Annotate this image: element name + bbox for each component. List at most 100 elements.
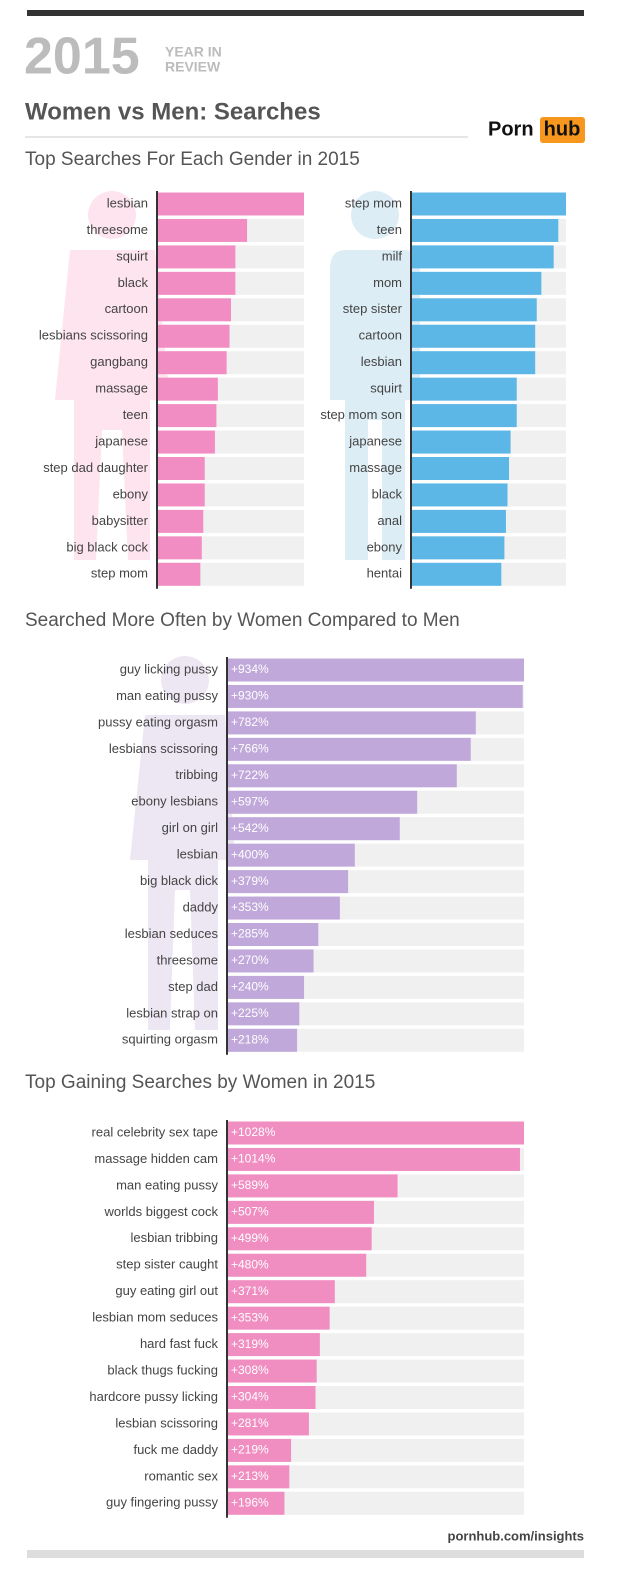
female-silhouette — [130, 656, 235, 1030]
category-label: threesome — [157, 952, 218, 967]
category-label: squirt — [116, 248, 148, 263]
bar — [412, 536, 505, 560]
bar — [228, 764, 457, 788]
category-label: lesbian tribbing — [131, 1230, 218, 1245]
bar — [228, 1028, 298, 1052]
category-label: worlds biggest cock — [104, 1204, 219, 1219]
category-label: mom — [373, 275, 402, 290]
value-label: +196% — [231, 1495, 269, 1509]
bar — [412, 298, 537, 322]
category-label: ebony — [113, 486, 149, 501]
bar — [158, 192, 304, 216]
badge: YEAR IN — [165, 44, 222, 60]
category-label: massage — [95, 381, 148, 396]
footer: pornhub.com/insights — [448, 1528, 585, 1543]
value-label: +400% — [231, 847, 269, 861]
bar — [228, 1359, 317, 1383]
value-label: +218% — [231, 1032, 269, 1046]
bar-track — [228, 1438, 524, 1462]
value-label: +499% — [231, 1231, 269, 1245]
value-label: +930% — [231, 689, 269, 703]
bar — [158, 377, 218, 401]
category-label: step dad daughter — [43, 460, 148, 475]
bar — [228, 1200, 374, 1224]
category-label: lesbian — [361, 354, 402, 369]
bar — [228, 790, 418, 814]
category-label: lesbian strap on — [126, 1005, 218, 1020]
bar-track — [228, 1002, 524, 1026]
bar — [158, 351, 227, 375]
bar — [228, 1412, 309, 1436]
value-label: +597% — [231, 794, 269, 808]
category-label: teen — [123, 407, 148, 422]
category-label: ebony — [367, 539, 403, 554]
category-label: girl on girl — [162, 820, 218, 835]
value-label: +480% — [231, 1257, 269, 1271]
bar-track — [228, 1491, 524, 1515]
category-label: step dad — [168, 979, 218, 994]
category-label: threesome — [87, 222, 148, 237]
bar-track — [228, 1028, 524, 1052]
value-label: +353% — [231, 1310, 269, 1324]
category-label: ebony lesbians — [131, 794, 218, 809]
bar — [412, 404, 517, 428]
bar — [412, 457, 510, 480]
category-label: massage — [349, 460, 402, 475]
bar — [158, 562, 201, 586]
category-label: pussy eating orgasm — [98, 714, 218, 729]
value-label: +308% — [231, 1363, 269, 1377]
value-label: +270% — [231, 953, 269, 967]
title: Women vs Men: Searches — [25, 98, 321, 125]
category-label: hard fast fuck — [140, 1336, 219, 1351]
value-label: +1028% — [231, 1125, 276, 1139]
bar — [412, 509, 506, 533]
bar — [228, 1002, 300, 1026]
category-label: lesbian — [177, 847, 218, 862]
category-label: daddy — [183, 899, 219, 914]
logo-text: Porn — [488, 118, 534, 140]
category-label: hentai — [367, 566, 403, 581]
value-label: +1014% — [231, 1152, 276, 1166]
bar — [228, 1438, 292, 1462]
category-label: babysitter — [92, 513, 149, 528]
category-label: lesbian seduces — [125, 926, 219, 941]
value-label: +507% — [231, 1205, 269, 1219]
value-label: +319% — [231, 1337, 269, 1351]
bar — [412, 245, 554, 269]
category-label: anal — [377, 513, 402, 528]
bar — [412, 377, 517, 401]
bar — [228, 1147, 520, 1171]
bar — [228, 896, 340, 920]
category-label: hardcore pussy licking — [89, 1389, 218, 1404]
value-label: +722% — [231, 768, 269, 782]
bar — [228, 817, 400, 841]
category-label: step sister caught — [116, 1257, 218, 1272]
category-label: fuck me daddy — [133, 1442, 218, 1457]
bar — [412, 192, 566, 216]
category-label: romantic sex — [144, 1468, 218, 1483]
bar — [228, 1386, 316, 1409]
value-label: +213% — [231, 1469, 269, 1483]
bar — [158, 483, 205, 507]
bar — [228, 975, 305, 999]
category-label: guy fingering pussy — [106, 1495, 219, 1510]
category-label: gangbang — [90, 354, 148, 369]
bar — [158, 509, 204, 533]
value-label: +589% — [231, 1178, 269, 1192]
value-label: +240% — [231, 980, 269, 994]
category-label: japanese — [348, 433, 402, 448]
bar — [412, 430, 511, 454]
bar — [412, 351, 536, 375]
bar — [228, 684, 523, 708]
category-label: lesbian mom seduces — [92, 1310, 218, 1325]
value-label: +281% — [231, 1416, 269, 1430]
category-label: black thugs fucking — [107, 1362, 218, 1377]
bar — [412, 324, 536, 348]
bar — [158, 298, 231, 322]
value-label: +304% — [231, 1390, 269, 1404]
category-label: guy eating girl out — [115, 1283, 218, 1298]
bar — [228, 658, 524, 682]
category-label: guy licking pussy — [120, 661, 219, 676]
value-label: +353% — [231, 900, 269, 914]
